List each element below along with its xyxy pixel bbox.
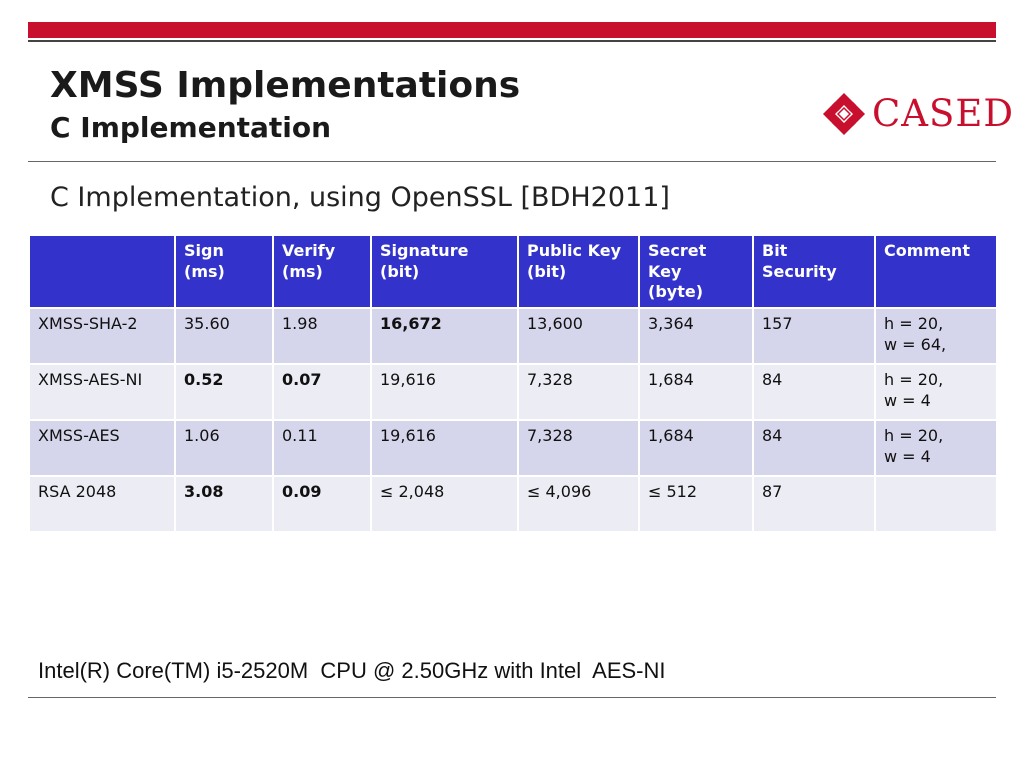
- table-cell: 0.09: [272, 475, 372, 533]
- table-cell: 157: [752, 307, 876, 365]
- footer-divider: [28, 697, 996, 698]
- header-cell: Signature (bit): [370, 234, 519, 309]
- table-cell: 16,672: [370, 307, 519, 365]
- top-accent-bar: [28, 22, 996, 38]
- table-cell: 19,616: [370, 363, 519, 421]
- table-cell: 1,684: [638, 419, 754, 477]
- table-header-row: Sign (ms) Verify (ms) Signature (bit) Publi…: [28, 234, 998, 309]
- table-row: RSA 2048 3.08 0.09 ≤ 2,048 ≤ 4,096 ≤ 512…: [28, 475, 998, 533]
- table-cell: RSA 2048: [28, 475, 176, 533]
- table-cell: XMSS-AES: [28, 419, 176, 477]
- table-cell: 3.08: [174, 475, 274, 533]
- table-cell: h = 20, w = 64,: [874, 307, 998, 365]
- footer-note: Intel(R) Core(TM) i5-2520M CPU @ 2.50GHz…: [38, 658, 666, 683]
- table-cell: ≤ 2,048: [370, 475, 519, 533]
- table-cell: 0.11: [272, 419, 372, 477]
- table-cell: XMSS-AES-NI: [28, 363, 176, 421]
- table-cell: 19,616: [370, 419, 519, 477]
- table-cell: 1,684: [638, 363, 754, 421]
- header-cell: [28, 234, 176, 309]
- top-rule: [28, 40, 996, 42]
- header-cell: Sign (ms): [174, 234, 274, 309]
- table-cell: 7,328: [517, 363, 640, 421]
- table-row: XMSS-SHA-2 35.60 1.98 16,672 13,600 3,36…: [28, 307, 998, 365]
- table-cell: 3,364: [638, 307, 754, 365]
- table-cell: 0.52: [174, 363, 274, 421]
- performance-table: Sign (ms) Verify (ms) Signature (bit) Publi…: [28, 234, 998, 533]
- table-row: XMSS-AES 1.06 0.11 19,616 7,328 1,684 84…: [28, 419, 998, 477]
- slide-subtitle: C Implementation: [50, 111, 332, 144]
- table-cell: ≤ 4,096: [517, 475, 640, 533]
- table-cell: XMSS-SHA-2: [28, 307, 176, 365]
- table-cell: 1.98: [272, 307, 372, 365]
- lead-text: C Implementation, using OpenSSL [BDH2011…: [50, 182, 670, 213]
- table-cell: 84: [752, 363, 876, 421]
- slide-title: XMSS Implementations: [50, 65, 521, 106]
- table-cell: ≤ 512: [638, 475, 754, 533]
- logo-wordmark: CASED: [872, 92, 1015, 135]
- table-cell: h = 20, w = 4: [874, 419, 998, 477]
- cased-diamond-icon: [823, 93, 865, 135]
- table-cell: 7,328: [517, 419, 640, 477]
- header-cell: Bit Security: [752, 234, 876, 309]
- header-cell: Public Key (bit): [517, 234, 640, 309]
- table-cell: 87: [752, 475, 876, 533]
- table-row: XMSS-AES-NI 0.52 0.07 19,616 7,328 1,684…: [28, 363, 998, 421]
- table-cell: 0.07: [272, 363, 372, 421]
- table-cell: [874, 475, 998, 533]
- table-cell: 13,600: [517, 307, 640, 365]
- header-cell: Verify (ms): [272, 234, 372, 309]
- table-cell: 84: [752, 419, 876, 477]
- header-cell: Comment: [874, 234, 998, 309]
- header-divider: [28, 161, 996, 162]
- cased-logo: CASED: [822, 90, 1013, 140]
- table-cell: 35.60: [174, 307, 274, 365]
- table-cell: 1.06: [174, 419, 274, 477]
- table-cell: h = 20, w = 4: [874, 363, 998, 421]
- header-cell: Secret Key (byte): [638, 234, 754, 309]
